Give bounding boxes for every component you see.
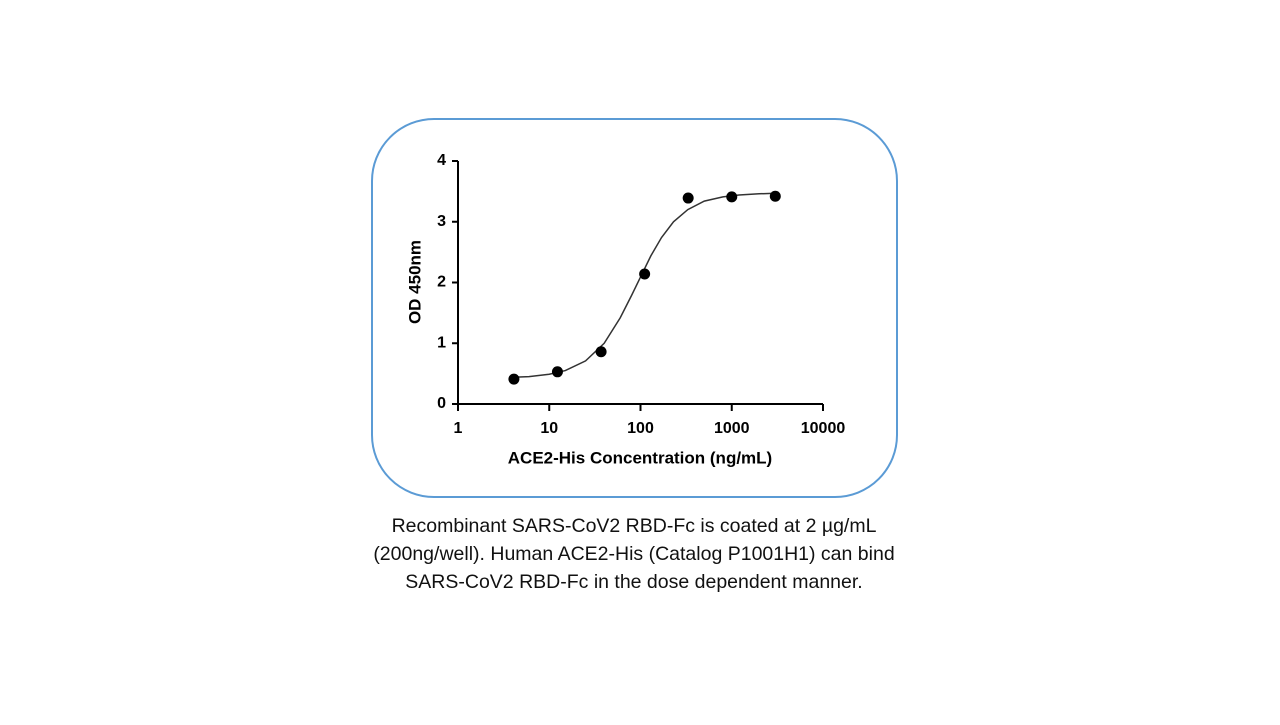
data-point <box>682 192 694 204</box>
fit-curve <box>512 192 776 379</box>
y-tick-label: 1 <box>437 334 446 351</box>
y-tick-label: 4 <box>437 152 446 169</box>
data-point <box>551 366 563 378</box>
frame <box>371 118 898 498</box>
x-tick-label: 1 <box>454 420 463 437</box>
x-tick-label: 10 <box>540 420 558 437</box>
y-axis-title: OD 450nm <box>405 240 424 324</box>
caption-line: SARS-CoV2 RBD-Fc in the dose dependent m… <box>405 571 862 593</box>
x-tick-label: 1000 <box>714 420 750 437</box>
data-point <box>508 373 520 385</box>
y-tick-label: 2 <box>437 274 446 291</box>
data-point <box>769 190 781 202</box>
x-tick-label: 10000 <box>801 420 846 437</box>
caption-line: Recombinant SARS-CoV2 RBD-Fc is coated a… <box>392 515 877 537</box>
data-point <box>595 346 607 358</box>
caption-line: (200ng/well). Human ACE2-His (Catalog P1… <box>373 543 894 565</box>
y-tick-label: 3 <box>437 213 446 230</box>
x-tick-label: 100 <box>627 420 654 437</box>
y-tick-label: 0 <box>437 395 446 412</box>
data-point <box>639 268 651 280</box>
data-point <box>726 191 738 203</box>
x-axis-title: ACE2-His Concentration (ng/mL) <box>508 448 772 467</box>
